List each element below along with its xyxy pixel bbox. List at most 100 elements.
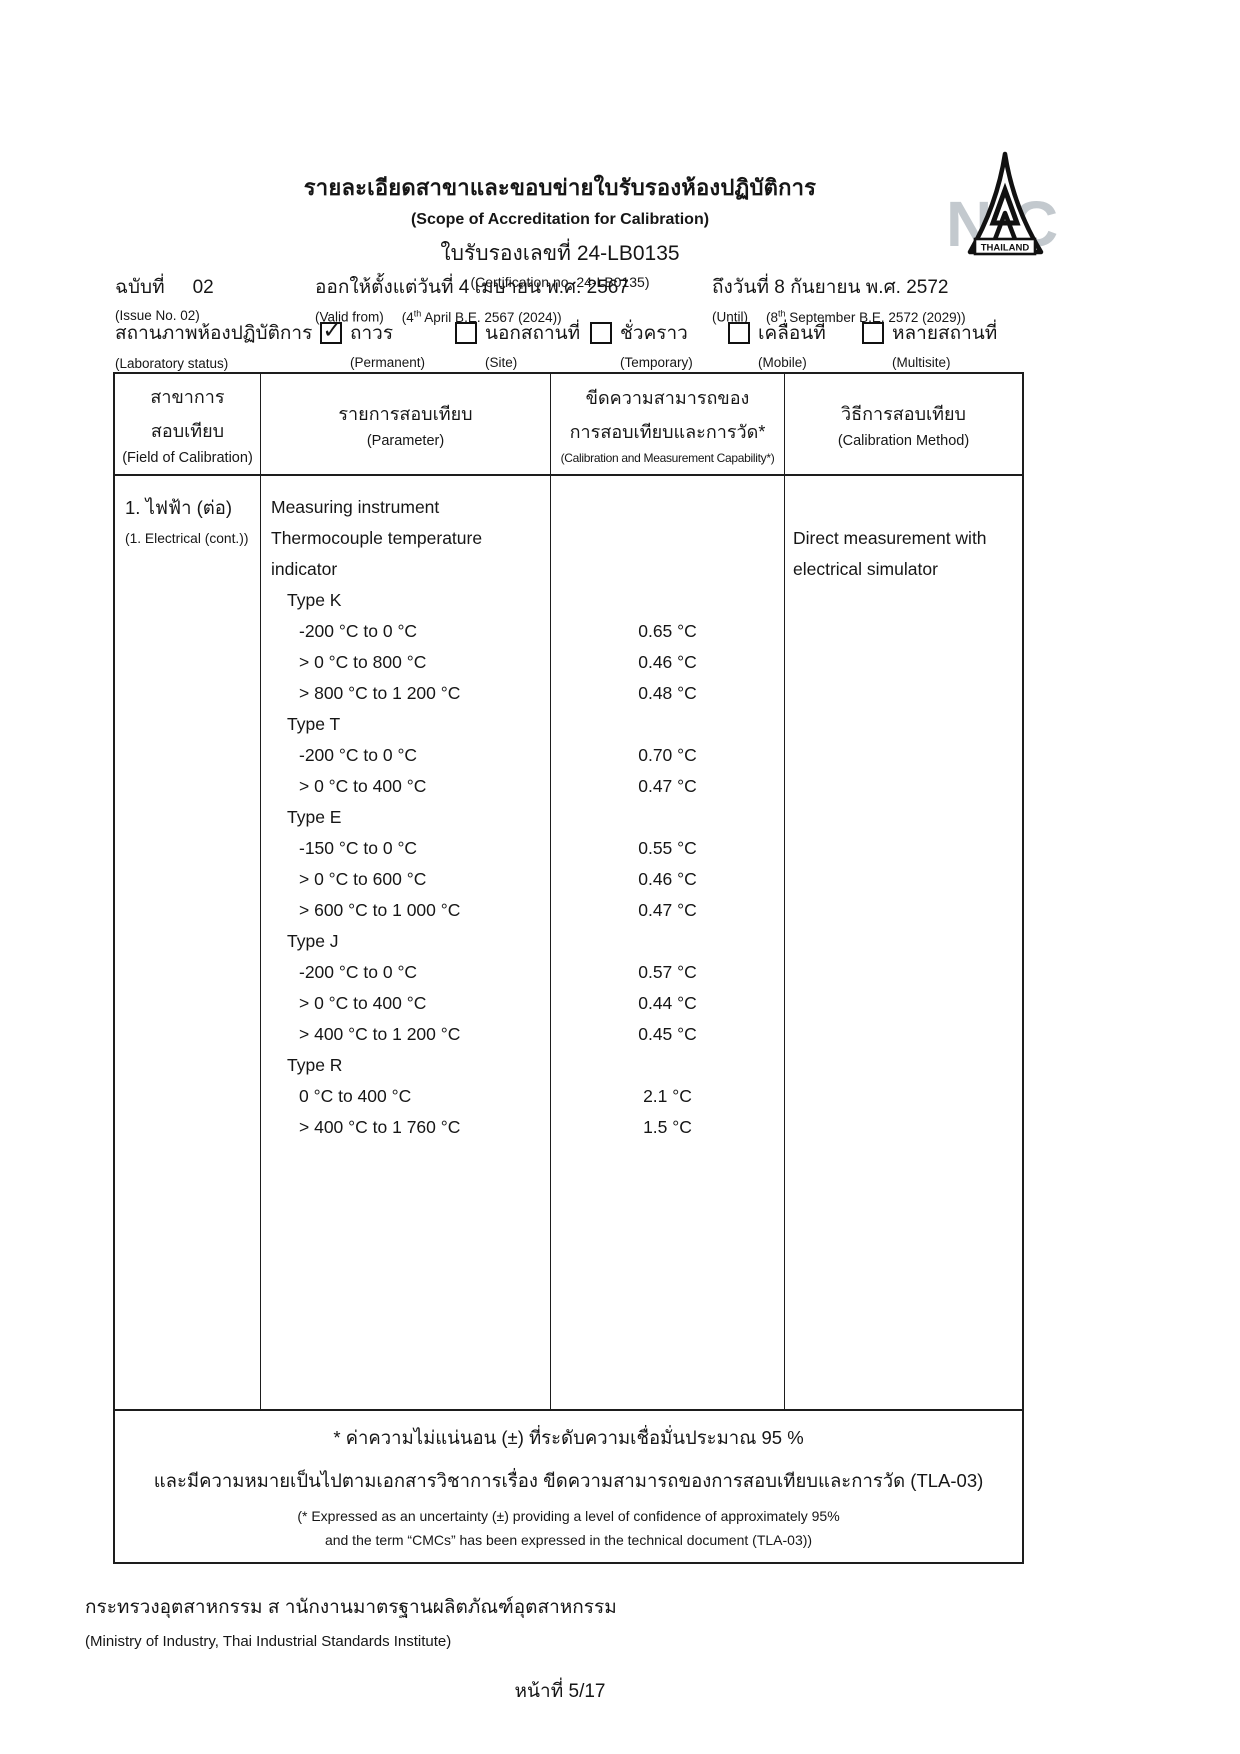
- until-block: ถึงวันที่ 8 กันยายน พ.ศ. 2572 (Until) (8t…: [712, 272, 966, 325]
- header-cmc: ขีดความสามารถของ การสอบเทียบและการวัด* (…: [550, 374, 784, 474]
- status-option-label-en: (Mobile): [758, 355, 807, 370]
- cmc-value: 0.55 °C: [638, 838, 697, 858]
- accreditation-spire-icon: N C THAILAND: [946, 151, 1058, 260]
- status-options: ✓ ถาวร (Permanent) นอกสถานที่ (Site) ชั่…: [320, 318, 1012, 371]
- status-option: ✓ ถาวร (Permanent): [320, 318, 455, 371]
- valid-from-date-en: (4th April B.E. 2567 (2024)): [401, 308, 562, 325]
- cmc-value: [551, 709, 784, 740]
- valid-from-label-en: (Valid from): [315, 309, 384, 325]
- parameter-line: > 0 °C to 600 °C: [299, 869, 427, 889]
- status-checkbox[interactable]: [728, 322, 750, 344]
- status-option-label-th: ชั่วคราว: [620, 323, 688, 344]
- cmc-value: [551, 585, 784, 616]
- cmc-value: [551, 1050, 784, 1081]
- nac-thailand-logo: N C THAILAND: [946, 150, 1060, 270]
- cmc-cell: 0.65 °C 0.46 °C 0.48 °C 0.70 °C 0.47 °C …: [550, 476, 784, 1409]
- cmc-value: 0.45 °C: [638, 1024, 697, 1044]
- status-checkbox[interactable]: [455, 322, 477, 344]
- issue-block: ฉบับที่ 02 (Issue No. 02): [115, 272, 214, 323]
- status-option-label-th: หลายสถานที่: [892, 323, 998, 344]
- field-name-en: (1. Electrical (cont.)): [125, 531, 249, 546]
- status-option-label-th: เคลื่อนที่: [758, 323, 826, 344]
- parameter-line: > 800 °C to 1 200 °C: [299, 683, 461, 703]
- status-option-label-en: (Temporary): [620, 355, 693, 370]
- laboratory-status-label: สถานภาพห้องปฏิบัติการ (Laboratory status…: [115, 323, 313, 371]
- table-body-row: 1. ไฟฟ้า (ต่อ) (1. Electrical (cont.)) M…: [115, 476, 1022, 1409]
- status-option: เคลื่อนที่ (Mobile): [728, 318, 862, 371]
- certificate-number-th: ใบรับรองเลขที่ 24-LB0135: [440, 242, 680, 265]
- certificate-number-en: (Certification no. 24-LB0135): [470, 274, 650, 290]
- cmc-value: [551, 554, 784, 585]
- cmc-value: 0.47 °C: [638, 900, 697, 920]
- field-name-th: 1. ไฟฟ้า (ต่อ): [125, 497, 233, 518]
- parameter-line: Thermocouple temperature: [271, 528, 483, 548]
- header-field-of-calibration: สาขาการ สอบเทียบ (Field of Calibration): [122, 387, 253, 466]
- table-notes: * ค่าความไม่แน่นอน (±) ที่ระดับความเชื่อ…: [115, 1409, 1022, 1562]
- parameter-line: 0 °C to 400 °C: [299, 1086, 412, 1106]
- parameter-line: Type J: [287, 931, 339, 951]
- issue-number: 02: [192, 277, 214, 298]
- cmc-value: 1.5 °C: [643, 1117, 692, 1137]
- cmc-value: 0.44 °C: [638, 993, 697, 1013]
- logo-banner-text: THAILAND: [981, 243, 1030, 254]
- status-checkbox[interactable]: ✓: [320, 319, 342, 344]
- valid-from-th: ออกให้ตั้งแต่วันที่ 4 เมษายน พ.ศ. 2567: [315, 277, 629, 298]
- parameter-line: Type T: [287, 714, 341, 734]
- parameter-line: > 600 °C to 1 000 °C: [299, 900, 461, 920]
- cmc-value: 2.1 °C: [643, 1086, 692, 1106]
- parameter-line: -200 °C to 0 °C: [299, 621, 418, 641]
- field-cell: 1. ไฟฟ้า (ต่อ) (1. Electrical (cont.)): [115, 476, 260, 1409]
- cmc-value: 0.65 °C: [638, 621, 697, 641]
- header-parameter: รายการสอบเทียบ (Parameter): [260, 374, 550, 474]
- parameter-line: Type R: [287, 1055, 343, 1075]
- page-number: หน้าที่ 5/17: [514, 1681, 606, 1702]
- calibration-scope-table: สาขาการ สอบเทียบ (Field of Calibration) …: [113, 372, 1024, 1564]
- valid-from-block: ออกให้ตั้งแต่วันที่ 4 เมษายน พ.ศ. 2567 (…: [315, 272, 629, 325]
- note-th-line2: และมีความหมายเป็นไปตามเอกสารวิชาการเรื่อ…: [153, 1470, 984, 1491]
- cmc-value: [551, 492, 784, 523]
- issue-label-en: (Issue No. 02): [115, 308, 200, 323]
- status-option-label-en: (Site): [485, 355, 518, 370]
- until-date-en: (8th September B.E. 2572 (2029)): [766, 308, 966, 325]
- footer-ministry-en: (Ministry of Industry, Thai Industrial S…: [85, 1633, 452, 1650]
- issue-label-th: ฉบับที่: [115, 277, 165, 298]
- status-option-label-th: นอกสถานที่: [485, 323, 581, 344]
- parameter-line: > 0 °C to 400 °C: [299, 993, 427, 1013]
- laboratory-status-row: สถานภาพห้องปฏิบัติการ (Laboratory status…: [115, 318, 1115, 372]
- status-option-label-th: ถาวร: [350, 323, 394, 344]
- note-en-line2: and the term “CMCs” has been expressed i…: [324, 1532, 813, 1548]
- until-label-en: (Until): [712, 309, 748, 325]
- cmc-value: [551, 926, 784, 957]
- parameter-line: > 0 °C to 800 °C: [299, 652, 427, 672]
- parameter-cell: Measuring instrument Thermocouple temper…: [260, 476, 550, 1409]
- note-th-line1: * ค่าความไม่แน่นอน (±) ที่ระดับความเชื่อ…: [333, 1427, 804, 1448]
- cmc-value: 0.47 °C: [638, 776, 697, 796]
- note-en-line1: (* Expressed as an uncertainty (±) provi…: [297, 1508, 840, 1524]
- cmc-value: 0.46 °C: [638, 869, 697, 889]
- cmc-value: 0.46 °C: [638, 652, 697, 672]
- status-option: หลายสถานที่ (Multisite): [862, 318, 1012, 371]
- title-block: รายละเอียดสาขาและขอบข่ายใบรับรองห้องปฏิบ…: [0, 170, 1120, 290]
- status-option-label-en: (Permanent): [350, 355, 426, 370]
- status-checkbox[interactable]: [862, 322, 884, 344]
- parameter-line: Type E: [287, 807, 342, 827]
- parameter-line: > 400 °C to 1 200 °C: [299, 1024, 461, 1044]
- cmc-value: [551, 523, 784, 554]
- status-option: นอกสถานที่ (Site): [455, 318, 590, 371]
- status-option: ชั่วคราว (Temporary): [590, 318, 728, 371]
- until-th: ถึงวันที่ 8 กันยายน พ.ศ. 2572: [712, 277, 949, 298]
- parameter-line: > 0 °C to 400 °C: [299, 776, 427, 796]
- parameter-line: indicator: [271, 559, 338, 579]
- header-calibration-method: วิธีการสอบเทียบ (Calibration Method): [784, 374, 1022, 474]
- table-header-row: สาขาการ สอบเทียบ (Field of Calibration) …: [115, 374, 1022, 476]
- parameter-line: > 400 °C to 1 760 °C: [299, 1117, 461, 1137]
- status-option-label-en: (Multisite): [892, 355, 951, 370]
- cmc-value: 0.48 °C: [638, 683, 697, 703]
- parameter-line: Type K: [287, 590, 342, 610]
- document-title-th: รายละเอียดสาขาและขอบข่ายใบรับรองห้องปฏิบ…: [303, 175, 817, 200]
- cmc-value: 0.57 °C: [638, 962, 697, 982]
- parameter-line: -200 °C to 0 °C: [299, 745, 418, 765]
- cmc-value: 0.70 °C: [638, 745, 697, 765]
- status-checkbox[interactable]: [590, 322, 612, 344]
- method-cell: Direct measurement with electrical simul…: [784, 476, 1022, 1409]
